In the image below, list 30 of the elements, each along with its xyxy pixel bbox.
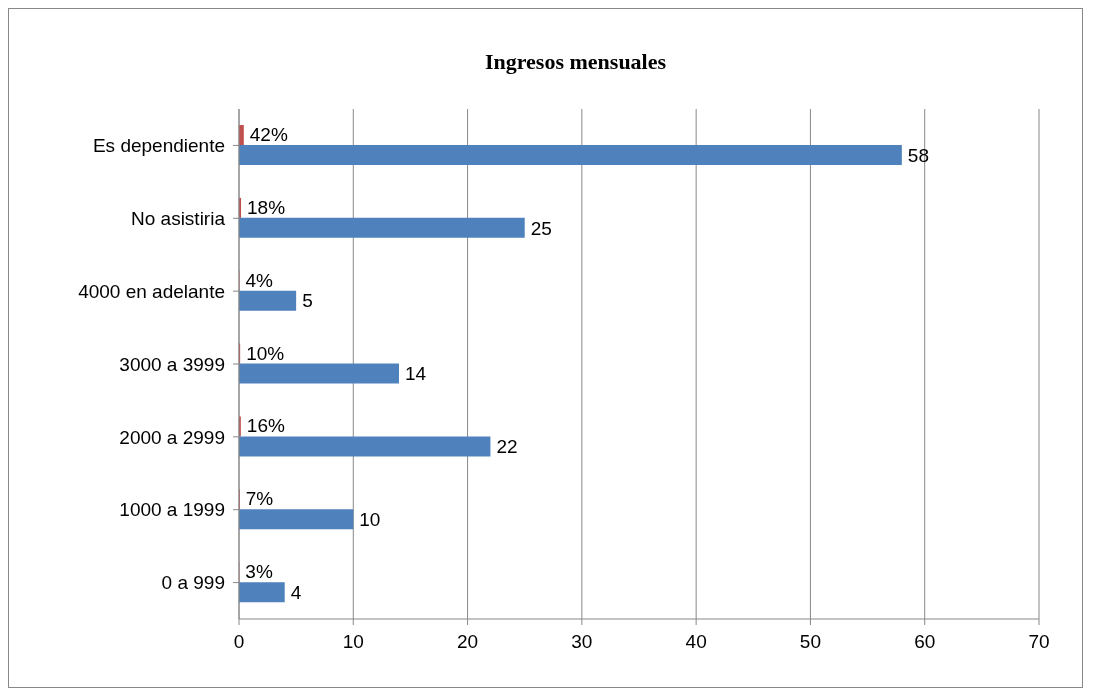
data-label: 10% <box>246 342 285 364</box>
x-tick-label: 40 <box>685 631 707 653</box>
y-tick-label: 1000 a 1999 <box>119 499 225 521</box>
data-label: 58 <box>907 144 929 166</box>
data-label: 25 <box>530 217 552 239</box>
y-tick-label: 3000 a 3999 <box>119 353 225 375</box>
data-label: 42% <box>249 124 288 145</box>
x-tick-label: 0 <box>233 631 245 653</box>
data-label: 3% <box>245 561 273 583</box>
x-tick-label: 70 <box>1028 631 1050 653</box>
data-label: 5 <box>302 290 313 312</box>
y-tick-label: Es dependiente <box>92 135 225 157</box>
data-label: 14 <box>405 363 427 385</box>
data-label: 7% <box>245 488 274 510</box>
y-tick-label: 4000 en adelante <box>78 280 225 302</box>
data-label: 10 <box>359 509 381 531</box>
y-tick-label: No asistiria <box>131 208 226 230</box>
x-tick-label: 60 <box>914 631 936 653</box>
data-label: 16% <box>246 415 285 437</box>
data-label: 22 <box>496 436 518 458</box>
chart-title: Ingresos mensuales <box>483 48 668 76</box>
data-label: 4% <box>245 269 274 291</box>
x-tick-label: 20 <box>457 631 479 653</box>
x-tick-label: 50 <box>799 631 821 653</box>
y-tick-label: 0 a 999 <box>161 572 225 594</box>
x-tick-label: 30 <box>571 631 593 653</box>
data-label: 4 <box>290 581 302 603</box>
x-tick-label: 10 <box>342 631 364 653</box>
data-label: 18% <box>247 196 286 218</box>
y-tick-label: 2000 a 2999 <box>119 426 225 448</box>
